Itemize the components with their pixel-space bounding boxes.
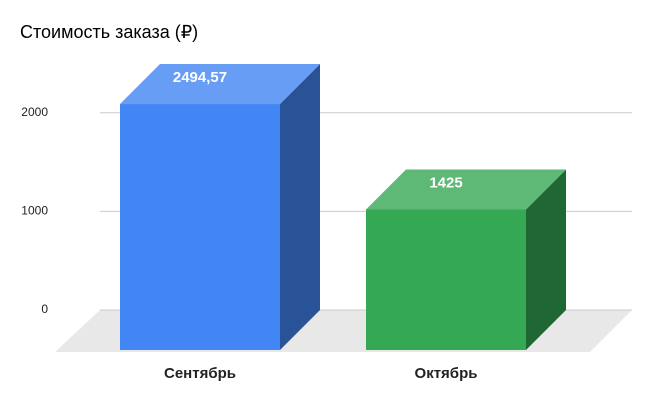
value-label: 2494,57	[173, 69, 227, 86]
x-tick-label: Октябрь	[415, 365, 478, 382]
bar-top	[366, 169, 566, 210]
bar-top	[120, 64, 320, 105]
y-tick-label: 1000	[21, 204, 48, 218]
chart-title: Стоимость заказа (₽)	[20, 22, 198, 42]
bar	[120, 104, 280, 350]
bar-side	[280, 64, 320, 350]
y-tick-label: 0	[41, 302, 48, 316]
value-label: 1425	[429, 174, 462, 191]
bar-side	[526, 169, 566, 350]
x-tick-label: Сентябрь	[164, 365, 236, 382]
bar	[366, 209, 526, 350]
y-tick-label: 2000	[21, 105, 48, 119]
